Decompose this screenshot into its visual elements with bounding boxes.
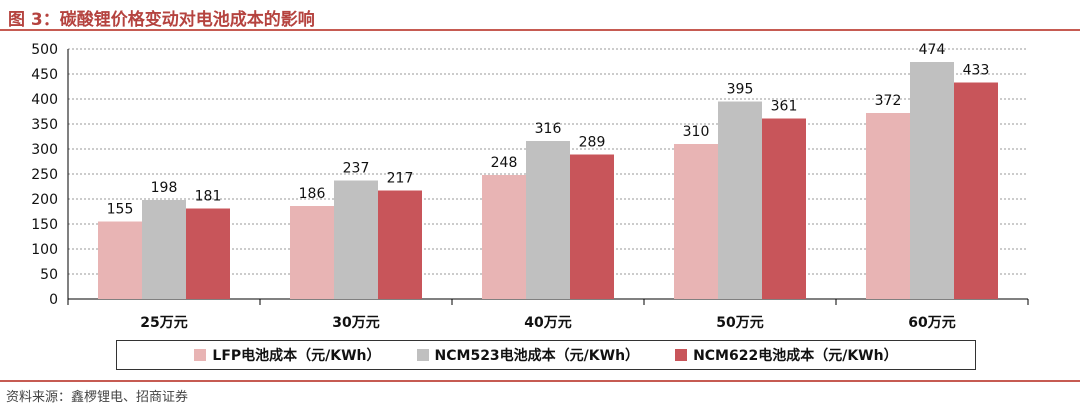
source-note: 资料来源：鑫椤锂电、招商证券 [6, 390, 189, 405]
data-label: 237 [343, 161, 370, 177]
bar [290, 206, 334, 299]
bar [378, 190, 422, 299]
bar [334, 180, 378, 299]
bar [482, 175, 526, 299]
data-label: 316 [535, 121, 562, 137]
legend-item: NCM622电池成本（元/KWh） [675, 345, 898, 365]
title-rule [0, 29, 1080, 31]
legend-item: LFP电池成本（元/KWh） [194, 345, 381, 365]
y-tick-label: 400 [31, 92, 58, 108]
y-tick-label: 450 [31, 67, 58, 83]
y-tick-label: 350 [31, 117, 58, 133]
footer-rule [0, 380, 1080, 382]
bar [674, 144, 718, 299]
data-label: 217 [387, 171, 414, 187]
x-tick-label: 60万元 [908, 315, 955, 331]
bar [762, 118, 806, 299]
y-tick-label: 100 [31, 242, 58, 258]
bar [954, 82, 998, 299]
y-tick-label: 0 [49, 292, 58, 308]
bar [186, 208, 230, 299]
y-tick-label: 500 [31, 42, 58, 58]
data-label: 248 [491, 155, 518, 171]
bar [718, 101, 762, 299]
y-tick-label: 250 [31, 167, 58, 183]
data-label: 198 [151, 180, 178, 196]
bar-chart: 0 50 100 150 200 250 300 350 400 450 500 155 198 181 2… [31, 42, 1029, 331]
bar [910, 62, 954, 299]
legend-label: NCM622电池成本（元/KWh） [693, 348, 898, 364]
data-label: 474 [919, 42, 946, 58]
legend-label: LFP电池成本（元/KWh） [212, 348, 381, 364]
legend-label: NCM523电池成本（元/KWh） [434, 348, 640, 364]
chart-legend: LFP电池成本（元/KWh） NCM523电池成本（元/KWh） NCM622电池成… [116, 340, 976, 370]
y-tick-label: 150 [31, 217, 58, 233]
bar [98, 221, 142, 299]
y-tick-label: 50 [40, 267, 58, 283]
bar [570, 154, 614, 299]
data-label: 186 [299, 186, 326, 202]
x-tick-label: 40万元 [524, 315, 571, 331]
legend-swatch [416, 349, 429, 361]
data-label: 289 [579, 135, 606, 151]
legend-swatch [194, 349, 207, 361]
y-tick-label: 300 [31, 142, 58, 158]
data-label: 433 [963, 63, 990, 79]
data-label: 310 [683, 124, 710, 140]
y-tick-label: 200 [31, 192, 58, 208]
data-label: 372 [875, 93, 902, 109]
legend-swatch [675, 349, 688, 361]
data-label: 181 [195, 189, 222, 205]
data-label: 361 [771, 99, 798, 115]
bar [526, 141, 570, 299]
figure-title: 图 3：碳酸锂价格变动对电池成本的影响 [8, 10, 315, 30]
bar [142, 200, 186, 299]
data-label: 395 [727, 82, 754, 98]
legend-item: NCM523电池成本（元/KWh） [416, 345, 640, 365]
x-tick-label: 30万元 [332, 315, 379, 331]
data-label: 155 [107, 202, 134, 218]
x-tick-label: 25万元 [140, 315, 187, 331]
x-tick-label: 50万元 [716, 315, 763, 331]
bar [866, 113, 910, 299]
